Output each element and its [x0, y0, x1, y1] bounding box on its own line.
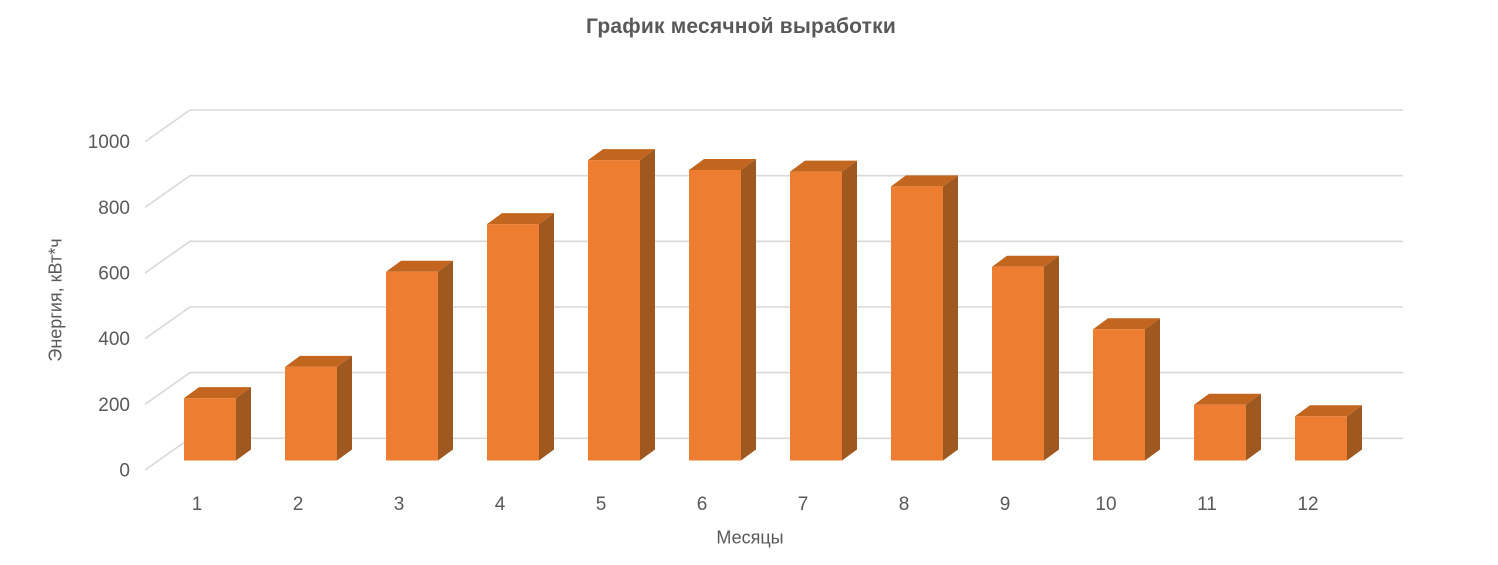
bar-front-face [689, 170, 741, 461]
x-tick-label: 10 [1095, 494, 1116, 515]
bar-front-face [588, 160, 640, 461]
x-tick-label: 9 [1000, 494, 1011, 515]
x-tick-label: 12 [1297, 494, 1318, 515]
bar-top-face [891, 175, 958, 187]
bar-front-face [1194, 404, 1246, 461]
bar-month-12 [1295, 405, 1362, 461]
bar-top-face [689, 159, 756, 170]
bar-month-11 [1194, 393, 1261, 461]
bar-month-4 [487, 213, 554, 461]
y-tick-label: 400 [98, 329, 130, 350]
gridline [144, 240, 1403, 274]
bar-front-face [790, 171, 842, 461]
x-tick-label: 6 [697, 494, 708, 515]
bar-side-face [539, 213, 554, 461]
gridline [144, 174, 1403, 209]
x-tick-label: 3 [394, 494, 405, 515]
bar-front-face [386, 271, 438, 461]
gridline [144, 306, 1403, 340]
bar-month-3 [386, 260, 453, 461]
gridline [144, 109, 1403, 143]
x-tick-label: 5 [596, 494, 607, 515]
y-tick-label: 800 [98, 198, 130, 219]
y-tick-label: 1000 [88, 132, 130, 153]
bar-month-7 [790, 160, 857, 461]
bar-front-face [992, 266, 1044, 461]
bar-top-face [992, 255, 1059, 267]
bar-top-face [1093, 318, 1160, 330]
x-tick-label: 8 [899, 494, 910, 515]
bar-side-face [1347, 405, 1362, 461]
bar-month-9 [992, 255, 1059, 461]
bar-side-face [1145, 318, 1160, 461]
bar-month-6 [689, 159, 756, 461]
bar-top-face [790, 160, 857, 172]
bar-top-face [1194, 393, 1261, 405]
x-tick-label: 2 [293, 494, 304, 515]
bar-front-face [1093, 329, 1145, 461]
chart-title: График месячной выработки [586, 15, 896, 38]
x-tick-label: 11 [1197, 494, 1217, 515]
bar-top-face [588, 149, 655, 161]
bar-month-10 [1093, 318, 1160, 461]
bar-side-face [236, 387, 251, 461]
bar-top-face [487, 213, 554, 225]
bar-side-face [1044, 255, 1059, 461]
bar-top-face [285, 355, 352, 367]
bar-top-face [184, 387, 251, 399]
bar-month-8 [891, 175, 958, 461]
bar-front-face [891, 186, 943, 461]
x-tick-label: 4 [495, 494, 506, 515]
bar-top-face [386, 260, 453, 272]
x-tick-label: 1 [192, 494, 203, 515]
y-tick-label: 0 [119, 461, 130, 482]
bar-side-face [640, 149, 655, 461]
bar-front-face [487, 224, 539, 461]
bar-side-face [842, 160, 857, 461]
x-axis-title: Месяцы [716, 527, 784, 548]
bar-side-face [741, 159, 756, 461]
bar-front-face [184, 398, 236, 461]
bar-front-face [1295, 416, 1347, 461]
y-tick-label: 200 [98, 395, 130, 416]
bar-side-face [1246, 393, 1261, 461]
x-tick-label: 7 [798, 494, 809, 515]
bar-side-face [438, 260, 453, 461]
bar-top-face [1295, 405, 1362, 417]
y-tick-label: 600 [98, 264, 130, 285]
bar-side-face [337, 355, 352, 461]
bar-month-2 [285, 355, 352, 461]
bar-month-1 [184, 387, 251, 461]
bar-side-face [943, 175, 958, 461]
bar-front-face [285, 366, 337, 461]
bar-month-5 [588, 149, 655, 461]
